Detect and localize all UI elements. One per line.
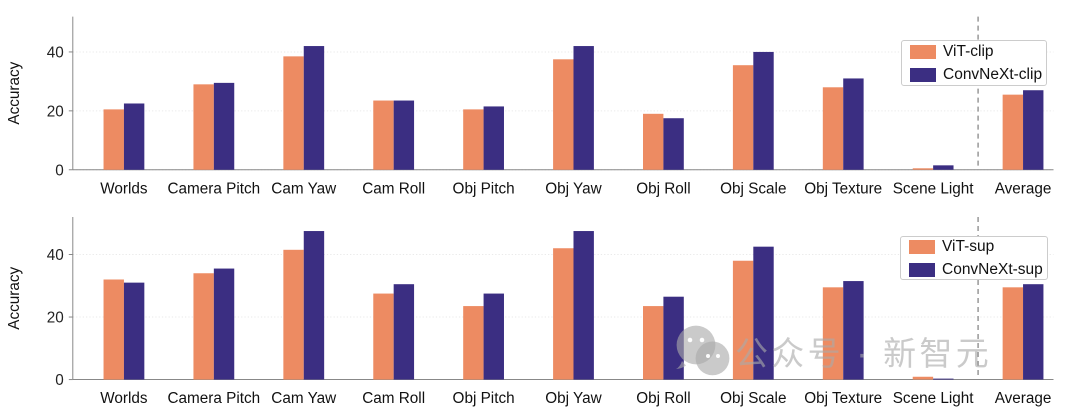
svg-text:0: 0 — [55, 372, 64, 389]
svg-text:Obj Roll: Obj Roll — [636, 390, 690, 407]
svg-text:Camera Pitch: Camera Pitch — [168, 180, 261, 197]
svg-text:Camera Pitch: Camera Pitch — [168, 390, 261, 407]
svg-text:Scene Light: Scene Light — [893, 390, 975, 407]
svg-text:20: 20 — [47, 310, 64, 327]
svg-text:0: 0 — [55, 162, 64, 179]
svg-text:Obj Pitch: Obj Pitch — [453, 390, 515, 407]
svg-text:Obj Texture: Obj Texture — [804, 180, 882, 197]
svg-text:Obj Texture: Obj Texture — [804, 390, 882, 407]
svg-text:公众号 · 新智元: 公众号 · 新智元 — [735, 335, 992, 372]
svg-text:Average: Average — [995, 180, 1052, 197]
svg-text:Cam Roll: Cam Roll — [362, 390, 425, 407]
svg-text:Cam Roll: Cam Roll — [362, 180, 425, 197]
svg-text:Accuracy: Accuracy — [6, 61, 23, 124]
svg-text:Cam Yaw: Cam Yaw — [271, 180, 337, 197]
svg-text:Cam Yaw: Cam Yaw — [271, 390, 337, 407]
svg-text:Obj Roll: Obj Roll — [636, 180, 690, 197]
svg-text:Obj Yaw: Obj Yaw — [545, 180, 602, 197]
svg-text:Worlds: Worlds — [100, 180, 148, 197]
svg-text:Accuracy: Accuracy — [6, 266, 23, 329]
svg-text:Scene Light: Scene Light — [893, 180, 975, 197]
svg-text:20: 20 — [47, 103, 64, 120]
svg-text:Average: Average — [995, 390, 1052, 407]
svg-text:Worlds: Worlds — [100, 390, 148, 407]
svg-text:Obj Scale: Obj Scale — [720, 390, 786, 407]
svg-text:Obj Scale: Obj Scale — [720, 180, 786, 197]
svg-text:Obj Yaw: Obj Yaw — [545, 390, 602, 407]
svg-text:Obj Pitch: Obj Pitch — [453, 180, 515, 197]
svg-text:40: 40 — [47, 247, 64, 264]
svg-text:40: 40 — [47, 44, 64, 61]
